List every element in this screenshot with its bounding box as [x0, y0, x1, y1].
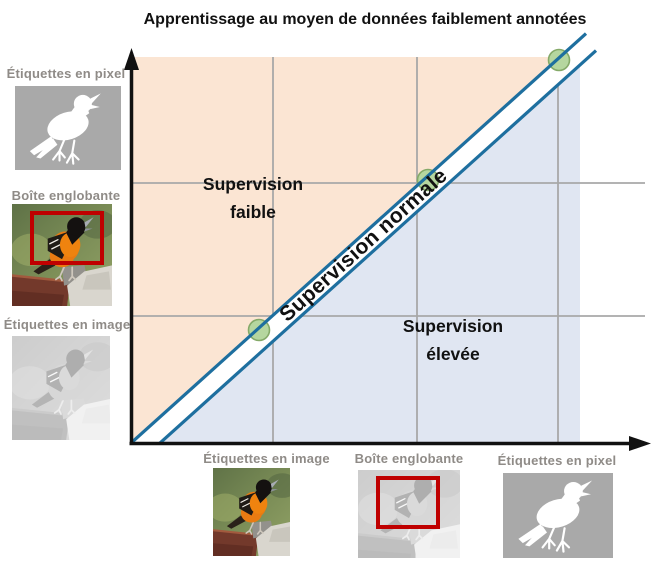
x-axis-arrowhead — [629, 436, 651, 451]
red-bounding-box — [376, 476, 440, 529]
bird-silhouette-icon — [503, 473, 613, 558]
weak-region-label-line1: Supervision — [203, 174, 303, 194]
x-item-bounding-box-caption: Boîte englobante — [354, 451, 464, 466]
y-item-image-labels-caption: Étiquettes en image — [3, 317, 131, 332]
x-item-pixel-labels-image — [503, 473, 613, 558]
diagram-title: Apprentissage au moyen de données faible… — [143, 11, 587, 28]
y-item-image-labels-image — [12, 336, 110, 440]
high-region-label-line2: élevée — [426, 344, 480, 364]
red-bounding-box — [30, 211, 104, 266]
bird-silhouette-icon — [15, 86, 121, 170]
high-region-label-line1: Supervision — [403, 316, 503, 336]
x-item-bounding-box-image — [358, 470, 460, 558]
band-upper-line — [132, 32, 588, 444]
y-axis-arrowhead — [124, 48, 139, 70]
grid-lines — [133, 57, 645, 442]
y-item-pixel-labels-caption: Étiquettes en pixel — [6, 66, 126, 81]
x-item-image-labels-caption: Étiquettes en image — [203, 451, 330, 466]
bird-photo-faded-icon — [12, 336, 110, 440]
y-item-pixel-labels-image — [15, 86, 121, 170]
axes — [129, 64, 634, 446]
y-item-bounding-box-caption: Boîte englobante — [11, 188, 121, 203]
weak-region-label-line2: faible — [230, 202, 276, 222]
band-border-lines — [132, 32, 598, 444]
y-item-bounding-box-image — [12, 204, 112, 306]
band-lower-line — [156, 49, 598, 444]
x-item-pixel-labels-caption: Étiquettes en pixel — [497, 453, 617, 468]
x-item-image-labels-image — [213, 468, 290, 556]
bird-photo-icon — [213, 468, 290, 556]
dot-bounding-box — [416, 168, 440, 192]
